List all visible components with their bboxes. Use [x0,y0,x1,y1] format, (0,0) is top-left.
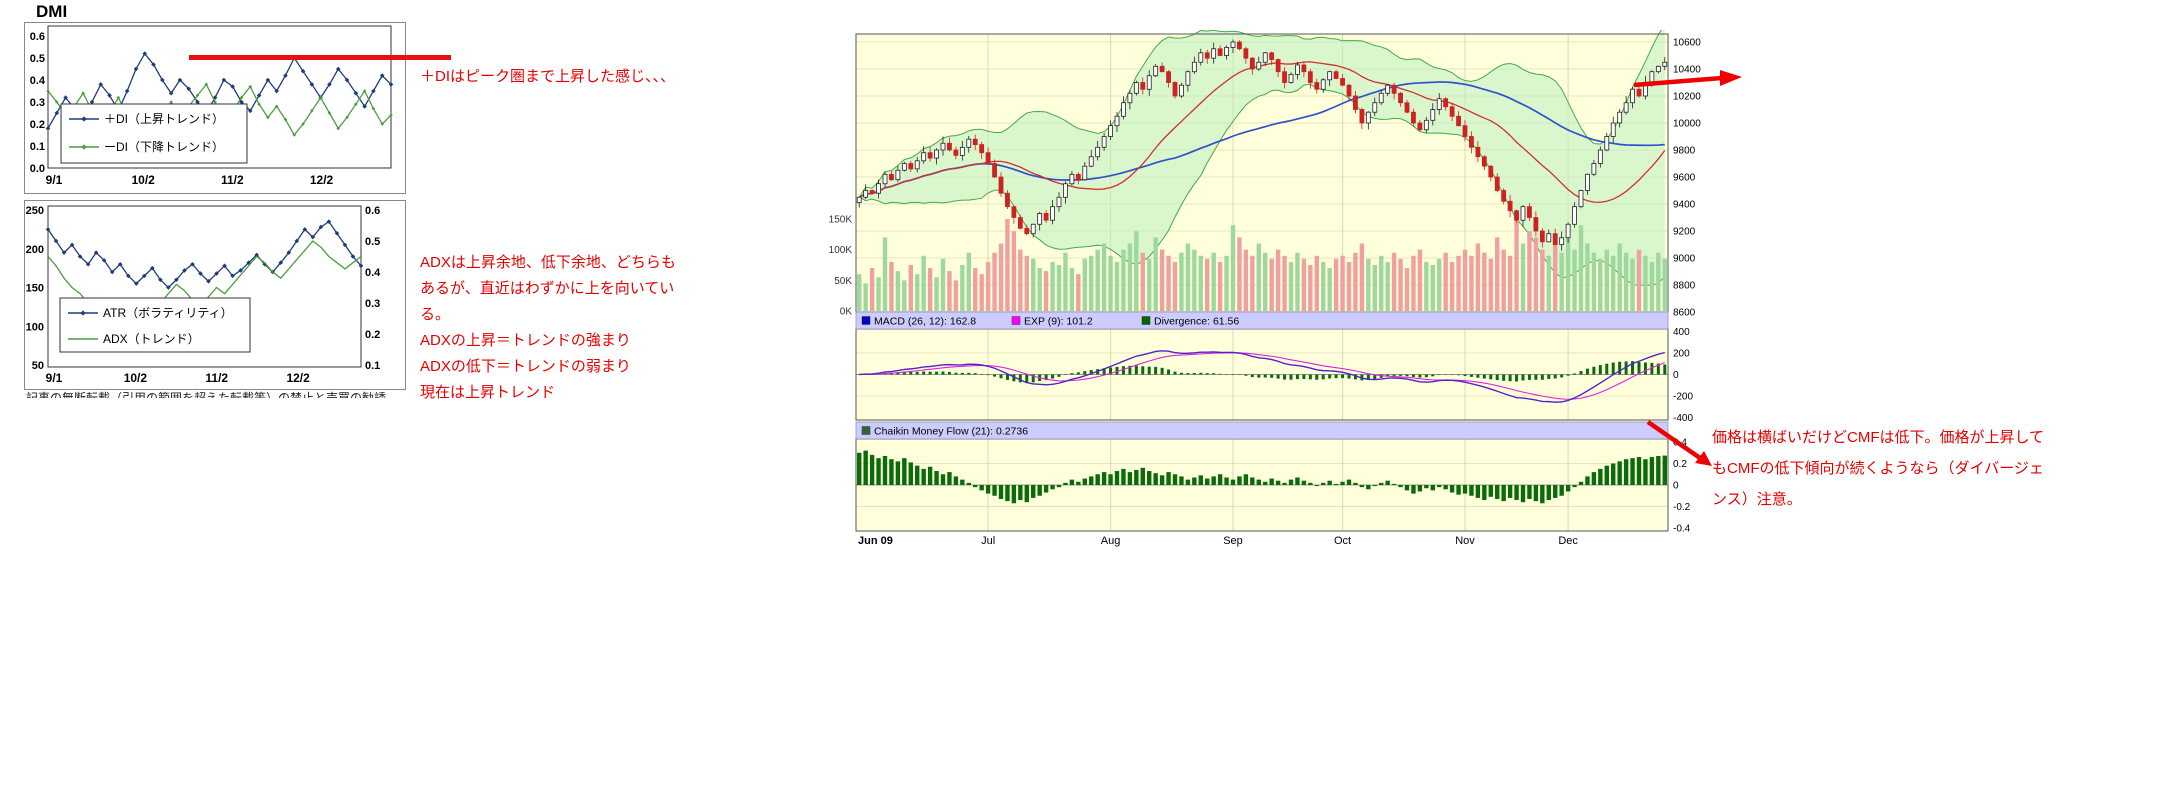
svg-text:Divergence: 61.56: Divergence: 61.56 [1154,316,1239,328]
svg-text:50: 50 [32,360,44,372]
svg-text:10400: 10400 [1673,65,1701,76]
dmi-chart-title: DMI [36,2,68,21]
svg-text:0: 0 [1673,481,1679,492]
svg-text:-0.2: -0.2 [1673,502,1691,513]
svg-text:Jun 09: Jun 09 [858,535,893,547]
svg-text:0.1: 0.1 [30,141,45,153]
cmf-note-line: 価格は横ばいだけどCMFは低下。価格が上昇して [1712,429,2045,446]
svg-text:Aug: Aug [1101,535,1121,547]
svg-text:9200: 9200 [1673,227,1696,238]
cmf-notes: 価格は横ばいだけどCMFは低下。価格が上昇して もCMFの低下傾向が続くようなら… [1712,422,2044,515]
svg-text:9/1: 9/1 [46,173,63,187]
svg-text:Jul: Jul [981,535,995,547]
svg-text:150: 150 [26,283,44,295]
adx-note-line: る。 [420,306,451,323]
peak-level-annotation-line [189,55,451,60]
svg-text:50K: 50K [834,276,852,287]
svg-text:0.2: 0.2 [30,119,45,131]
svg-text:＋DI（上昇トレンド）: ＋DI（上昇トレンド） [104,112,224,126]
svg-text:8800: 8800 [1673,281,1696,292]
svg-text:ーDI（下降トレンド）: ーDI（下降トレンド） [104,140,224,154]
svg-text:Dec: Dec [1558,535,1578,547]
peak-note: ＋DIはピーク圏まで上昇した感じ、、、 [420,68,676,85]
adx-note-line: 現在は上昇トレンド [420,384,556,401]
svg-text:MACD (26, 12): 162.8: MACD (26, 12): 162.8 [874,316,976,328]
svg-text:EXP (9): 101.2: EXP (9): 101.2 [1024,316,1093,328]
adx-notes: ADXは上昇余地、低下余地、どちらも あるが、直近はわずかに上を向いてい る。 … [420,250,676,406]
svg-text:0.1: 0.1 [365,360,380,372]
svg-text:0.5: 0.5 [365,236,380,248]
adx-note-line: あるが、直近はわずかに上を向いてい [420,280,675,297]
svg-text:-0.4: -0.4 [1673,524,1691,535]
svg-text:12/2: 12/2 [286,371,310,385]
cmf-arrow-icon [1646,420,1712,466]
svg-text:0.4: 0.4 [30,75,46,87]
svg-text:0K: 0K [840,307,853,318]
adx-note-line: ADXは上昇余地、低下余地、どちらも [420,254,676,271]
svg-text:Chaikin Money Flow (21): 0.273: Chaikin Money Flow (21): 0.2736 [874,426,1028,438]
svg-text:250: 250 [26,205,44,217]
svg-text:11/2: 11/2 [221,173,244,187]
svg-text:-200: -200 [1673,392,1693,403]
cmf-note-line: もCMFの低下傾向が続くようなら（ダイバージェ [1712,460,2044,477]
svg-text:200: 200 [26,244,44,256]
adx-note-line: ADXの低下＝トレンドの弱まり [420,358,631,375]
svg-text:0: 0 [1673,370,1679,381]
svg-text:ATR（ボラティリティ）: ATR（ボラティリティ） [103,306,233,320]
svg-text:100K: 100K [829,245,853,256]
svg-text:200: 200 [1673,349,1690,360]
price-chart: MACD (26, 12): 162.8 EXP (9): 101.2 Diverg… [829,30,1701,547]
svg-text:10200: 10200 [1673,92,1701,103]
svg-text:10/2: 10/2 [132,173,156,187]
svg-text:0.0: 0.0 [30,163,45,175]
svg-text:8600: 8600 [1673,308,1696,319]
svg-text:9600: 9600 [1673,173,1696,184]
svg-text:9/1: 9/1 [46,371,63,385]
svg-text:0.4: 0.4 [365,267,381,279]
svg-text:9000: 9000 [1673,254,1696,265]
svg-text:Oct: Oct [1334,535,1351,547]
svg-text:0.5: 0.5 [30,53,45,65]
svg-text:-400: -400 [1673,413,1693,424]
svg-text:9400: 9400 [1673,200,1696,211]
svg-text:0.2: 0.2 [1673,459,1687,470]
svg-text:10/2: 10/2 [124,371,148,385]
svg-text:Nov: Nov [1455,535,1475,547]
svg-text:10600: 10600 [1673,38,1701,49]
disclaimer-text: 記事の無断転載（引用の範囲を超えた転載等）の禁止と売買の勧誘を目的としたものでは… [26,391,386,398]
svg-text:0.6: 0.6 [30,31,45,43]
price-arrow-icon [1633,70,1742,88]
svg-text:Sep: Sep [1223,535,1243,547]
svg-text:ADX（トレンド）: ADX（トレンド） [103,332,200,346]
svg-text:9800: 9800 [1673,146,1696,157]
svg-text:100: 100 [26,321,44,333]
svg-text:11/2: 11/2 [205,371,228,385]
svg-text:0.2: 0.2 [365,329,380,341]
svg-text:12/2: 12/2 [310,173,334,187]
atr-adx-chart: 250 200 150 100 50 0.6 0.5 0.4 0.3 0.2 0.1 9/1 10/2 1… [24,200,406,390]
svg-text:0.3: 0.3 [30,97,45,109]
cmf-note-line: ンス）注意。 [1712,491,1802,508]
dmi-chart: 0.6 0.5 0.4 0.3 0.2 0.1 0.09/1 10/2 11/2 12/2 ＋DI（… [24,22,406,194]
svg-text:150K: 150K [829,215,853,226]
adx-note-line: ADXの上昇＝トレンドの強まり [420,332,631,349]
svg-text:0.3: 0.3 [365,298,380,310]
svg-text:400: 400 [1673,327,1690,338]
svg-text:10000: 10000 [1673,119,1701,130]
svg-text:0.6: 0.6 [365,205,380,217]
